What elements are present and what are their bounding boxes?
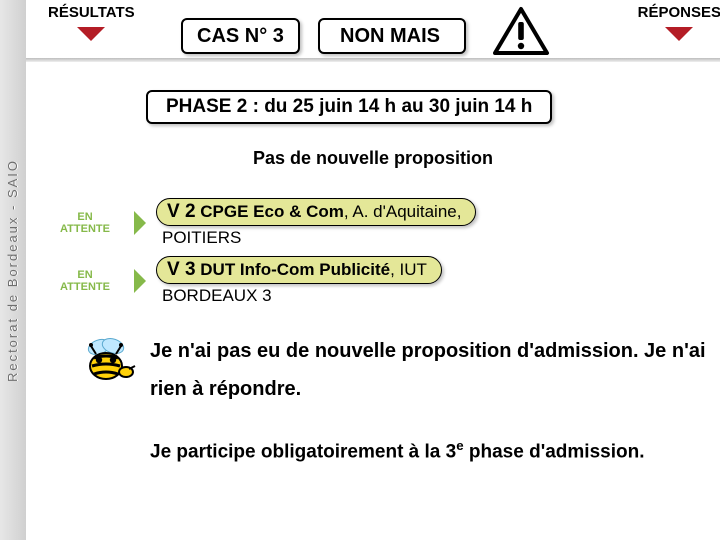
results-header: RÉSULTATS xyxy=(48,4,135,41)
wish-pill: V 3 DUT Info-Com Publicité, IUT xyxy=(156,256,442,284)
subtitle: Pas de nouvelle proposition xyxy=(26,148,720,169)
wish-number: V 2 xyxy=(167,201,196,222)
message-area: Je n'ai pas eu de nouvelle proposition d… xyxy=(80,332,710,469)
message-2: Je participe obligatoirement à la 3e pha… xyxy=(150,434,710,469)
wish-tail: , A. d'Aquitaine, xyxy=(344,202,462,221)
main-content: RÉSULTATS CAS N° 3 NON MAIS RÉPONSES PHA… xyxy=(26,0,720,540)
status-badge: ENATTENTE xyxy=(46,211,124,235)
wish-row: ENATTENTE V 3 DUT Info-Com Publicité, IU… xyxy=(46,256,442,306)
wish-row: ENATTENTE V 2 CPGE Eco & Com, A. d'Aquit… xyxy=(46,198,476,248)
case-number-box: CAS N° 3 xyxy=(181,18,300,54)
triangle-down-icon xyxy=(77,27,105,41)
triangle-right-icon xyxy=(134,269,146,293)
wish-body: V 3 DUT Info-Com Publicité, IUT BORDEAUX… xyxy=(156,256,442,306)
triangle-down-icon xyxy=(665,27,693,41)
top-bar: RÉSULTATS CAS N° 3 NON MAIS RÉPONSES xyxy=(26,0,720,70)
message-2-post: phase d'admission. xyxy=(464,441,645,462)
responses-header: RÉPONSES xyxy=(638,4,720,41)
side-brand-text: Rectorat de Bordeaux - SAIO xyxy=(6,158,21,381)
wish-pill: V 2 CPGE Eco & Com, A. d'Aquitaine, xyxy=(156,198,476,226)
phase-box: PHASE 2 : du 25 juin 14 h au 30 juin 14 … xyxy=(146,90,552,124)
responses-label: RÉPONSES xyxy=(638,4,720,21)
wish-title: DUT Info-Com Publicité xyxy=(200,260,390,279)
warning-icon xyxy=(492,6,550,61)
triangle-right-icon xyxy=(134,211,146,235)
message-row-1: Je n'ai pas eu de nouvelle proposition d… xyxy=(80,332,710,408)
wish-sub: BORDEAUX 3 xyxy=(162,286,272,306)
message-2-sup: e xyxy=(456,438,463,453)
wish-sub: POITIERS xyxy=(162,228,241,248)
status-badge: ENATTENTE xyxy=(46,269,124,293)
wish-tail: , IUT xyxy=(390,260,427,279)
results-label: RÉSULTATS xyxy=(48,4,135,21)
wish-title: CPGE Eco & Com xyxy=(200,202,344,221)
wish-body: V 2 CPGE Eco & Com, A. d'Aquitaine, POIT… xyxy=(156,198,476,248)
message-1: Je n'ai pas eu de nouvelle proposition d… xyxy=(150,332,710,408)
bee-icon xyxy=(80,336,136,393)
side-brand-strip: Rectorat de Bordeaux - SAIO xyxy=(0,0,26,540)
status-box: NON MAIS xyxy=(318,18,466,54)
top-divider xyxy=(26,58,720,62)
message-2-pre: Je participe obligatoirement à la 3 xyxy=(150,441,456,462)
wish-number: V 3 xyxy=(167,259,196,280)
